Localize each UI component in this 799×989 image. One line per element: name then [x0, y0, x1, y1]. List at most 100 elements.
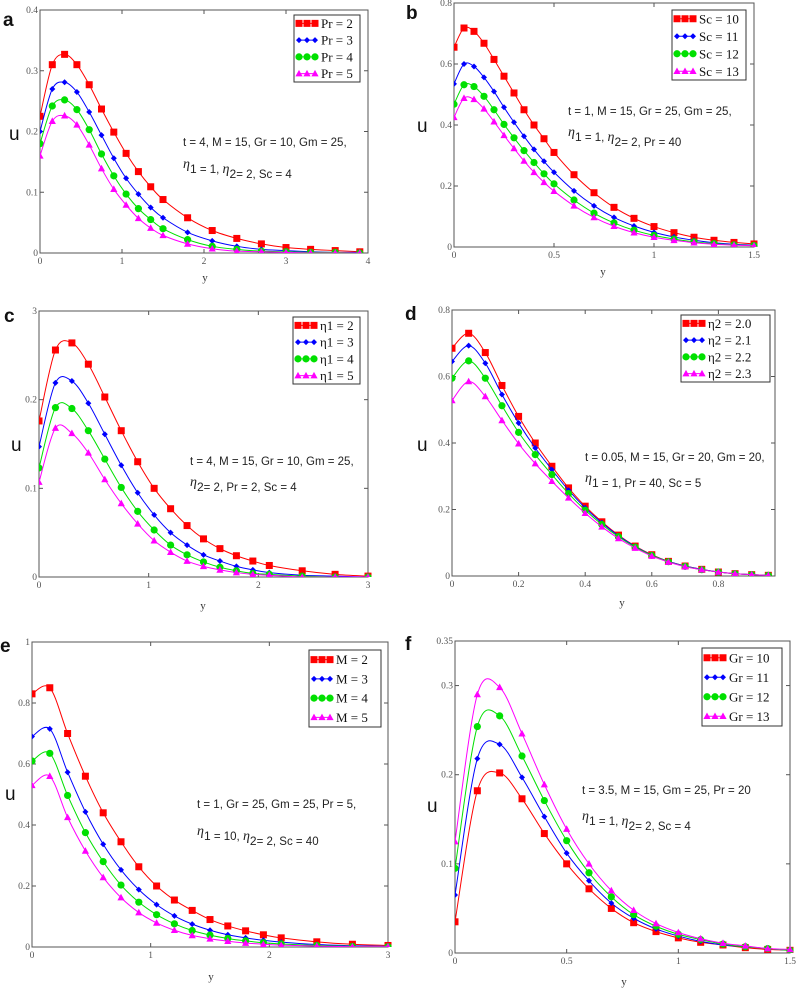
x-tick-label: 1.5: [748, 251, 760, 261]
legend-label: η2 = 2.2: [708, 349, 751, 364]
eta-symbol: η: [243, 829, 250, 844]
y-axis-label: u: [11, 435, 22, 456]
x-tick-label: 1: [676, 957, 681, 967]
x-tick-label: 0: [452, 251, 457, 261]
data-point: [134, 214, 142, 222]
data-point: [460, 94, 468, 101]
data-point: [480, 39, 488, 47]
series-line: [39, 376, 369, 577]
data-point: [357, 249, 362, 253]
legend-marker: [719, 712, 727, 720]
data-point: [208, 244, 216, 252]
legend-label: η2 = 2.0: [708, 316, 751, 331]
legend-marker: [681, 50, 689, 58]
data-point: [150, 484, 158, 492]
legend-marker: [689, 15, 697, 23]
data-point: [135, 898, 143, 906]
y-tick-label: 0.1: [441, 860, 453, 870]
data-point: [147, 183, 155, 191]
legend-label: M = 4: [336, 691, 368, 706]
data-point: [751, 241, 757, 247]
legend-marker: [311, 53, 319, 61]
legend-marker: [294, 355, 302, 363]
data-point: [496, 769, 504, 777]
y-tick-label: 0.2: [26, 128, 38, 138]
data-point: [540, 170, 548, 178]
legend-marker: [682, 319, 690, 327]
eta-symbol: η: [197, 824, 204, 839]
data-point: [52, 379, 59, 386]
data-point: [46, 725, 53, 732]
legend-label: Gr = 13: [729, 709, 770, 724]
data-point: [118, 462, 125, 469]
data-point: [122, 201, 130, 208]
legend-marker: [691, 337, 697, 344]
legend-marker: [310, 355, 318, 363]
data-point: [81, 829, 89, 837]
legend-marker: [302, 371, 310, 379]
data-point: [39, 464, 43, 472]
legend-marker: [310, 321, 318, 329]
y-tick-label: 0.2: [25, 396, 37, 406]
data-point: [465, 329, 473, 337]
y-axis-label: u: [5, 784, 16, 805]
series-line: [455, 770, 791, 951]
series-line: [39, 424, 368, 577]
data-point: [46, 772, 54, 779]
legend-label: Sc = 13: [699, 64, 739, 79]
data-point: [258, 247, 265, 253]
data-point: [167, 548, 175, 555]
annotation-text: = 10,: [211, 831, 243, 843]
data-point: [630, 228, 638, 236]
data-point: [648, 552, 656, 559]
data-point: [480, 92, 488, 100]
eta-symbol: η: [190, 475, 197, 490]
legend-marker: [698, 369, 706, 377]
data-point: [498, 381, 506, 389]
data-point: [184, 229, 191, 236]
data-point: [183, 551, 191, 559]
data-point: [242, 927, 250, 935]
data-point: [581, 509, 589, 516]
data-point: [465, 342, 472, 349]
x-tick-label: 2: [202, 257, 207, 267]
series-line: [454, 96, 755, 247]
data-point: [98, 132, 105, 139]
legend-marker: [681, 67, 689, 75]
data-point: [650, 233, 658, 241]
data-point: [519, 774, 525, 781]
legend-label: η1 = 4: [320, 351, 354, 366]
data-point: [710, 240, 718, 247]
y-tick-label: 0.1: [25, 484, 37, 494]
eta-subscript: 2: [197, 480, 204, 494]
data-point: [134, 507, 142, 515]
data-point: [85, 141, 93, 148]
x-tick-label: 0: [38, 257, 43, 267]
data-point: [150, 526, 158, 534]
eta-subscript: 1: [592, 476, 599, 490]
data-point: [159, 196, 167, 204]
data-point: [455, 918, 459, 926]
legend-marker: [312, 37, 318, 44]
legend-marker: [689, 67, 697, 75]
data-point: [650, 223, 658, 231]
legend-marker: [318, 656, 326, 664]
y-tick-label: 0.4: [438, 439, 450, 449]
data-point: [607, 886, 615, 894]
legend-marker: [310, 371, 318, 379]
data-point: [170, 920, 178, 928]
legend-marker: [310, 656, 318, 664]
eta-symbol: η: [582, 809, 589, 824]
legend-label: Pr = 5: [321, 66, 353, 81]
data-point: [183, 557, 191, 564]
data-point: [208, 227, 216, 235]
data-point: [183, 522, 191, 530]
legend-marker: [318, 713, 326, 721]
data-point: [82, 808, 89, 815]
y-tick-label: 1: [25, 638, 30, 648]
data-point: [110, 172, 118, 180]
y-tick-label: 0: [447, 243, 452, 253]
x-tick-label: 1: [146, 581, 151, 591]
data-point: [630, 906, 638, 914]
